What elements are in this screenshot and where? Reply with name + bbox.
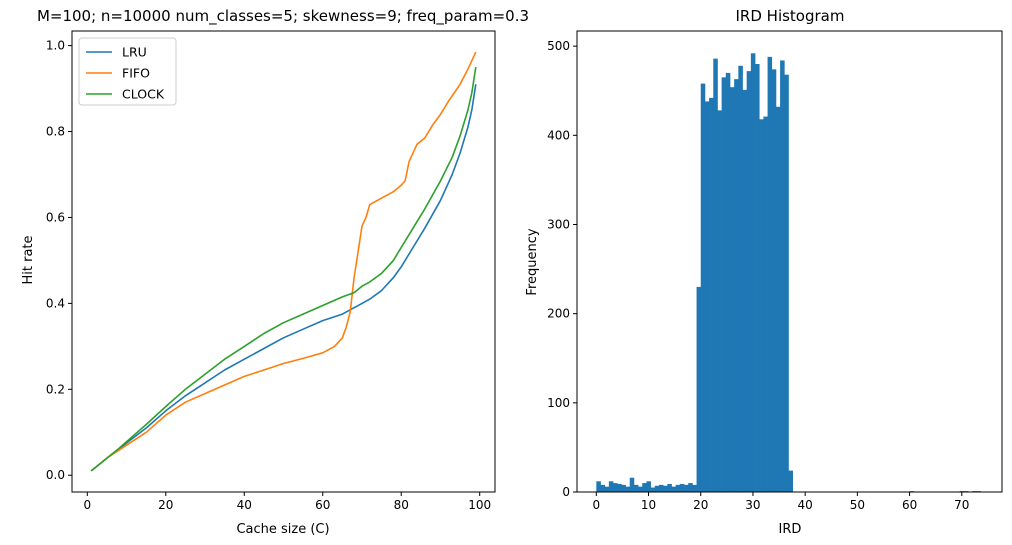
- histogram-bar: [596, 481, 601, 492]
- histogram-bar: [725, 72, 731, 492]
- ird-histogram-plot-frame: [576, 30, 1003, 493]
- histogram-bar: [784, 74, 789, 492]
- histogram-bar: [704, 101, 710, 492]
- hit-rate-y-tick-label: 0.4: [46, 296, 65, 310]
- histogram-bar: [633, 484, 639, 492]
- legend-box: [78, 37, 177, 106]
- histogram-bar: [788, 470, 793, 492]
- histogram-bar: [746, 71, 752, 492]
- ird-y-tick-label: 100: [547, 396, 570, 410]
- legend-label-clock: CLOCK: [122, 87, 165, 102]
- hit-rate-y-tick-label: 0.8: [46, 125, 65, 139]
- histogram-bar: [759, 119, 764, 492]
- histogram-bar: [613, 483, 618, 492]
- legend-label-fifo: FIFO: [122, 66, 150, 81]
- ird-x-tick-label: 60: [902, 498, 917, 512]
- histogram-bar: [621, 484, 626, 492]
- histogram-bar: [604, 486, 610, 492]
- hit-rate-x-axis-label: Cache size (C): [236, 522, 329, 537]
- histogram-bar: [738, 65, 743, 492]
- ird-y-tick-label: 200: [547, 307, 570, 321]
- histogram-bar: [729, 87, 735, 493]
- hit-rate-legend: LRU FIFO CLOCK: [78, 37, 177, 106]
- histogram-bar: [763, 116, 768, 492]
- ird-y-tick-label: 0: [562, 485, 570, 499]
- histogram-bar: [755, 63, 760, 493]
- histogram-bar: [658, 484, 664, 492]
- hit-rate-y-tick-label: 0.6: [46, 210, 65, 224]
- histogram-bar: [675, 484, 681, 492]
- ird-y-tick-label: 500: [547, 39, 570, 53]
- histogram-bar: [617, 483, 622, 492]
- hit-rate-x-tick-label: 60: [315, 498, 330, 512]
- histogram-bar: [650, 487, 656, 492]
- hit-rate-x-tick-label: 20: [158, 498, 173, 512]
- ird-histogram-axis-ticks: 0 10 20 30 40 50 60 70 0 100 200 300 400 500: [547, 39, 969, 512]
- histogram-bar: [667, 483, 672, 492]
- ird-x-tick-label: 10: [641, 498, 656, 512]
- series-line-lru: [90, 84, 477, 472]
- ird-histogram-bars: [596, 53, 981, 493]
- histogram-bar: [713, 58, 718, 492]
- ird-x-tick-label: 40: [798, 498, 813, 512]
- hit-rate-chart-title: M=100; n=10000 num_classes=5; skewness=9…: [37, 7, 529, 26]
- ird-x-tick-label: 70: [954, 498, 969, 512]
- ird-y-tick-label: 300: [547, 217, 570, 231]
- histogram-bar: [684, 484, 689, 492]
- histogram-bar: [717, 110, 722, 493]
- hit-rate-x-tick-label: 80: [394, 498, 409, 512]
- histogram-bar: [625, 486, 631, 492]
- histogram-bar: [679, 483, 685, 492]
- hit-rate-chart: M=100; n=10000 num_classes=5; skewness=9…: [21, 7, 529, 537]
- hit-rate-axis-ticks: 0 20 40 60 80 100 0.0 0.2 0.4 0.6 0.8 1.0: [46, 39, 491, 512]
- histogram-bar: [775, 106, 781, 492]
- histogram-bar: [688, 483, 693, 492]
- ird-y-tick-label: 400: [547, 128, 570, 142]
- series-line-clock: [90, 66, 477, 472]
- ird-histogram-title: IRD Histogram: [736, 7, 845, 25]
- histogram-bar: [638, 486, 643, 492]
- histogram-bar: [767, 56, 773, 493]
- hit-rate-y-tick-label: 0.2: [46, 382, 65, 396]
- ird-histogram-x-axis-label: IRD: [779, 522, 802, 537]
- histogram-bar: [629, 477, 635, 492]
- histogram-bar: [771, 69, 777, 492]
- ird-x-tick-label: 30: [745, 498, 760, 512]
- histogram-bar: [742, 89, 748, 492]
- ird-histogram-y-axis-label: Frequency: [525, 228, 540, 295]
- hit-rate-x-tick-label: 100: [468, 498, 491, 512]
- histogram-bar: [709, 97, 714, 492]
- histogram-bar: [663, 485, 668, 492]
- histogram-bar: [600, 484, 606, 492]
- hit-rate-y-axis-label: Hit rate: [21, 235, 36, 284]
- ird-x-tick-label: 20: [693, 498, 708, 512]
- hit-rate-x-tick-label: 40: [237, 498, 252, 512]
- hit-rate-y-tick-label: 1.0: [46, 39, 65, 53]
- histogram-bar: [692, 484, 697, 492]
- histogram-bar: [696, 286, 702, 492]
- hit-rate-y-tick-label: 0.0: [46, 468, 65, 482]
- histogram-bar: [646, 481, 651, 492]
- histogram-bar: [654, 485, 660, 492]
- histogram-bar: [671, 486, 677, 492]
- ird-histogram-chart: IRD Histogram IRD Frequency 0 10 20 30 40 50 6…: [525, 7, 1003, 537]
- legend-label-lru: LRU: [122, 45, 147, 60]
- ird-x-tick-label: 50: [850, 498, 865, 512]
- hit-rate-x-tick-label: 0: [83, 498, 91, 512]
- histogram-bar: [750, 53, 756, 492]
- histogram-bar: [734, 79, 739, 493]
- histogram-bar: [721, 77, 727, 493]
- histogram-bar: [608, 481, 614, 492]
- histogram-bar: [642, 483, 647, 492]
- ird-x-tick-label: 0: [592, 498, 600, 512]
- histogram-bar: [780, 60, 785, 493]
- series-line-fifo: [90, 51, 477, 472]
- hit-rate-series-lines: [90, 51, 477, 472]
- hit-rate-plot-frame: [71, 30, 496, 493]
- histogram-bar: [700, 83, 706, 493]
